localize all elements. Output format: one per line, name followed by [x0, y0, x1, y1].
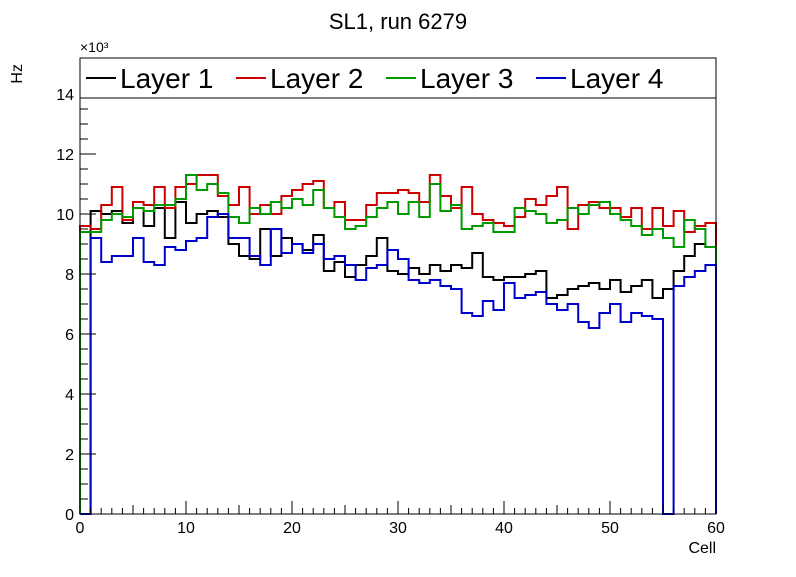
x-tick-label: 30 — [389, 520, 407, 537]
series-line-1 — [80, 201, 717, 515]
x-tick-label: 20 — [283, 520, 301, 537]
x-tick-label: 60 — [707, 520, 725, 537]
y-tick-label: 10 — [56, 207, 74, 224]
y-tick-label: 14 — [56, 87, 74, 104]
y-tick-label: 0 — [65, 507, 74, 524]
series-layer — [79, 174, 717, 515]
x-tick-label: 50 — [601, 520, 619, 537]
y-tick-label: 6 — [65, 327, 74, 344]
legend-label-1: Layer 1 — [120, 63, 213, 94]
x-axis-label: Cell — [688, 540, 716, 557]
y-tick-label: 2 — [65, 447, 74, 464]
y-tick-label: 4 — [65, 387, 74, 404]
legend: Layer 1 Layer 2 Layer 3 Layer 4 — [79, 57, 717, 99]
legend-label-3: Layer 3 — [420, 63, 513, 94]
x-tick-label: 10 — [177, 520, 195, 537]
y-multiplier: ×10³ — [80, 39, 109, 55]
series-line-2 — [79, 174, 717, 514]
y-axis-label: Hz — [9, 64, 26, 84]
legend-items: Layer 1 Layer 2 Layer 3 Layer 4 — [86, 63, 663, 94]
x-tick-label: 40 — [495, 520, 513, 537]
chart-title: SL1, run 6279 — [329, 9, 467, 34]
x-tick-label: 0 — [76, 520, 85, 537]
y-tick-label: 12 — [56, 147, 74, 164]
series-line-4 — [80, 213, 717, 515]
x-axis: 0 10 20 30 40 50 60 — [76, 501, 725, 537]
legend-label-4: Layer 4 — [570, 63, 663, 94]
legend-label-2: Layer 2 — [270, 63, 363, 94]
y-axis: 0 2 4 6 8 10 12 14 — [56, 63, 96, 524]
series-line-3 — [79, 174, 717, 514]
y-tick-label: 8 — [65, 267, 74, 284]
